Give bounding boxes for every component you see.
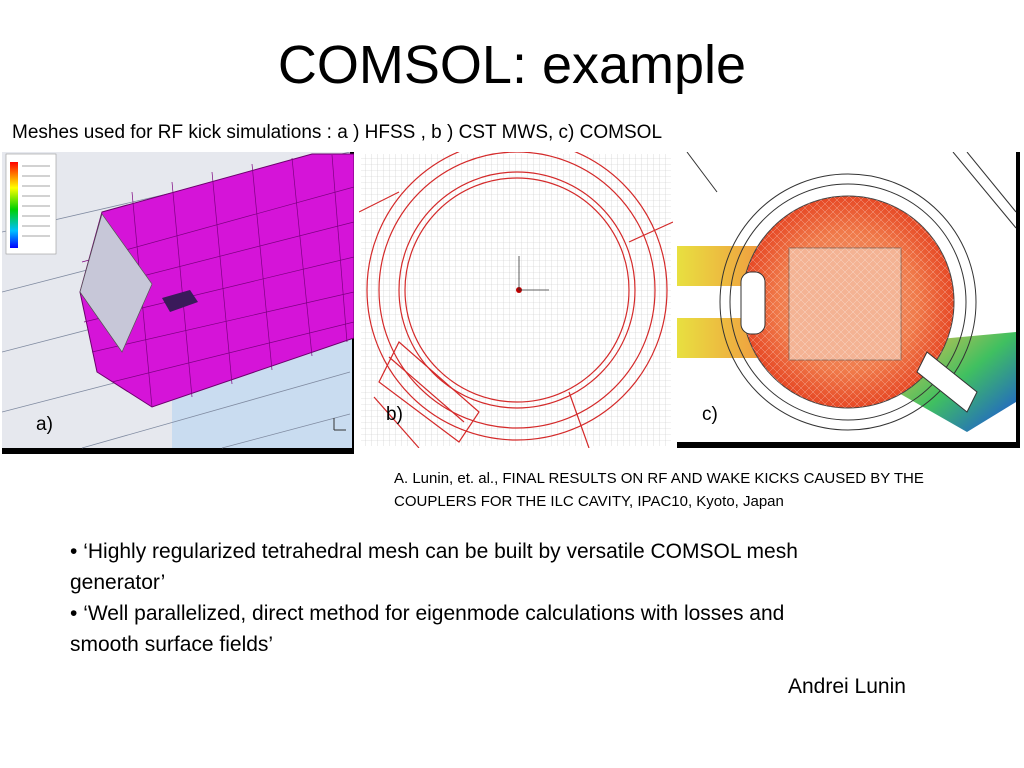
citation: A. Lunin, et. al., FINAL RESULTS ON RF A… (394, 467, 994, 513)
bullet-text: generator’ (70, 571, 166, 594)
figure-b-label: b) (386, 404, 403, 425)
bullet-text: smooth surface fields’ (70, 633, 274, 656)
author-name: Andrei Lunin (788, 675, 906, 698)
bullet-item: • ‘Well parallelized, direct method for … (70, 598, 920, 660)
citation-line: COUPLERS FOR THE ILC CAVITY, IPAC10, Kyo… (394, 493, 784, 510)
hfss-mesh-image (2, 152, 354, 449)
slide-subtitle: Meshes used for RF kick simulations : a … (12, 122, 663, 143)
bullet-marker: • (70, 540, 78, 563)
comsol-mesh-image (677, 152, 1017, 442)
bullet-item: • ‘Highly regularized tetrahedral mesh c… (70, 536, 920, 598)
figure-c-label: c) (702, 404, 718, 425)
figure-b-cst-mesh (359, 152, 673, 448)
cst-mesh-image (359, 152, 673, 448)
slide-title: COMSOL: example (277, 35, 747, 95)
bullet-list: • ‘Highly regularized tetrahedral mesh c… (70, 536, 920, 660)
bullet-text: ‘Well parallelized, direct method for ei… (83, 602, 785, 625)
figure-a-hfss-mesh (2, 152, 354, 454)
bullet-text: ‘Highly regularized tetrahedral mesh can… (83, 540, 798, 563)
bullet-marker: • (70, 602, 78, 625)
figure-a-label: a) (36, 414, 53, 435)
citation-line: A. Lunin, et. al., FINAL RESULTS ON RF A… (394, 470, 924, 487)
figure-c-comsol-mesh (677, 152, 1020, 448)
